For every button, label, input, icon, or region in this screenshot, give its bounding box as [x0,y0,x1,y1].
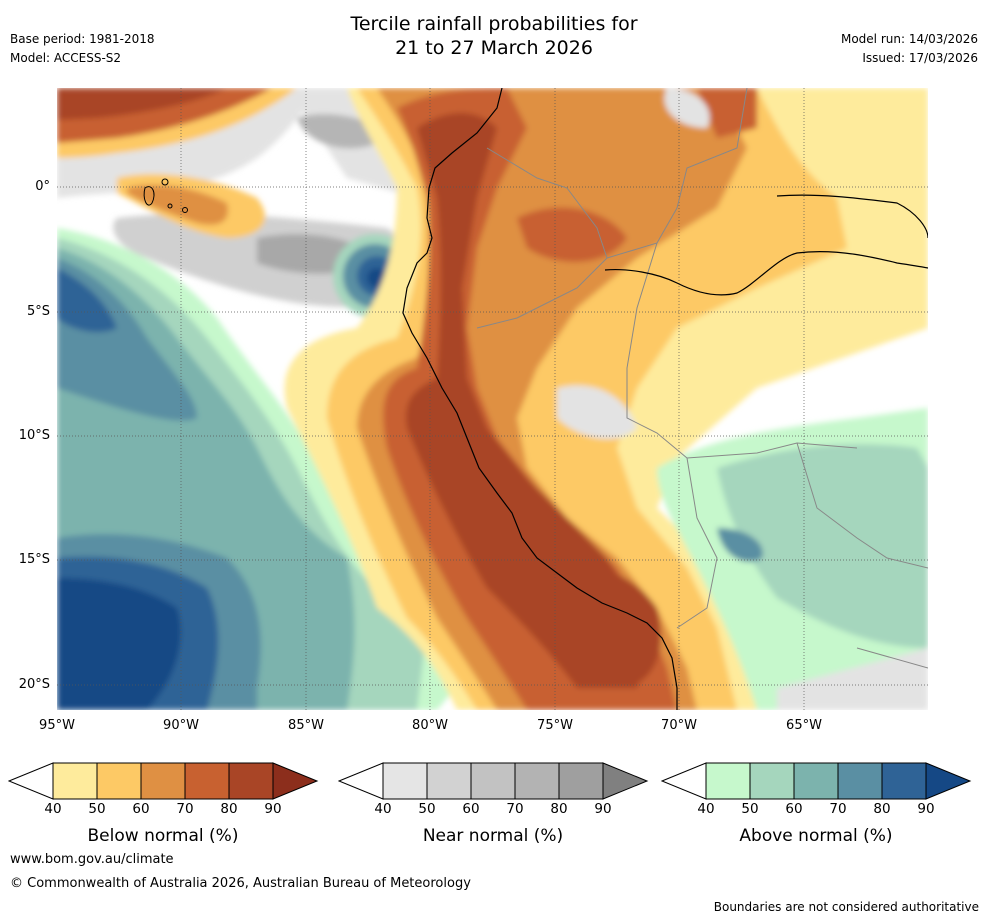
lon-label-90w: 90°W [163,718,199,733]
map-title: Tercile rainfall probabilities for 21 to… [0,12,988,60]
amazon-river [604,194,928,296]
lat-label-5s: 5°S [26,304,50,319]
colorbar-segment [558,762,604,800]
lon-label-70w: 70°W [661,718,697,733]
colorbar-segment [96,762,142,800]
colorbar-segment [837,762,883,800]
boundary-disclaimer: Boundaries are not considered authoritat… [713,900,979,914]
colorbar-tick-label: 60 [462,801,480,817]
rainfall-probability-map [57,88,928,710]
colorbar-near-normal [338,762,649,800]
colorbar-tick-label: 50 [741,801,759,817]
colorbar-segment [184,762,230,800]
lon-label-65w: 65°W [786,718,822,733]
model-run-date: Model run: 14/03/2026 [840,32,978,46]
colorbar-tick-label: 60 [132,801,150,817]
colorbar-segment [382,762,428,800]
colorbar-tick-label: 70 [829,801,847,817]
colorbar-tick-label: 40 [697,801,715,817]
colorbar-title-below: Below normal (%) [87,826,239,846]
lon-label-75w: 75°W [537,718,573,733]
colorbar-segment [514,762,560,800]
colorbar-segment [228,762,274,800]
colorbar-tick-label: 60 [785,801,803,817]
colorbar-segment [749,762,795,800]
colorbar-above-normal [661,762,972,800]
colorbar-segment [140,762,186,800]
colorbar-segment [426,762,472,800]
colorbar-below-normal [8,762,319,800]
lon-label-95w: 95°W [39,718,75,733]
lat-label-15s: 15°S [18,552,50,567]
lat-label-0: 0° [35,179,50,194]
title-line-1: Tercile rainfall probabilities for [350,13,638,35]
lat-label-10s: 10°S [18,428,50,443]
colorbar-extend-low [338,762,384,800]
colorbar-title-above: Above normal (%) [739,826,893,846]
website-link[interactable]: www.bom.gov.au/climate [10,852,174,867]
lon-label-85w: 85°W [288,718,324,733]
colorbar-tick-label: 90 [594,801,612,817]
south-america-coastline [402,88,678,710]
colorbar-segment [793,762,839,800]
colorbar-segment [881,762,927,800]
probability-shading [57,88,928,710]
colorbar-title-near: Near normal (%) [422,826,564,846]
colorbar-tick-label: 40 [44,801,62,817]
base-period: Base period: 1981-2018 [10,32,155,46]
colorbar-tick-label: 80 [550,801,568,817]
colorbar-segment [52,762,98,800]
lat-label-20s: 20°S [18,677,50,692]
colorbar-extend-low [661,762,707,800]
country-borders [476,88,928,669]
lon-label-80w: 80°W [412,718,448,733]
colorbar-segment [470,762,516,800]
colorbar-tick-label: 50 [88,801,106,817]
colorbar-extend-high [925,762,972,800]
colorbar-tick-label: 50 [418,801,436,817]
model-name: Model: ACCESS-S2 [10,51,122,65]
colorbar-segment [705,762,751,800]
colorbar-extend-low [8,762,54,800]
colorbar-extend-high [602,762,649,800]
colorbar-tick-label: 80 [220,801,238,817]
colorbar-tick-label: 70 [506,801,524,817]
colorbar-tick-label: 40 [374,801,392,817]
colorbar-tick-label: 80 [873,801,891,817]
graticule [57,88,928,710]
colorbar-extend-high [272,762,319,800]
copyright-notice: © Commonwealth of Australia 2026, Austra… [10,876,471,891]
issued-date: Issued: 17/03/2026 [862,51,978,65]
title-line-2: 21 to 27 March 2026 [395,37,593,59]
colorbar-tick-label: 90 [917,801,935,817]
galapagos-islands [143,178,188,213]
colorbar-tick-label: 90 [264,801,282,817]
colorbar-tick-label: 70 [176,801,194,817]
